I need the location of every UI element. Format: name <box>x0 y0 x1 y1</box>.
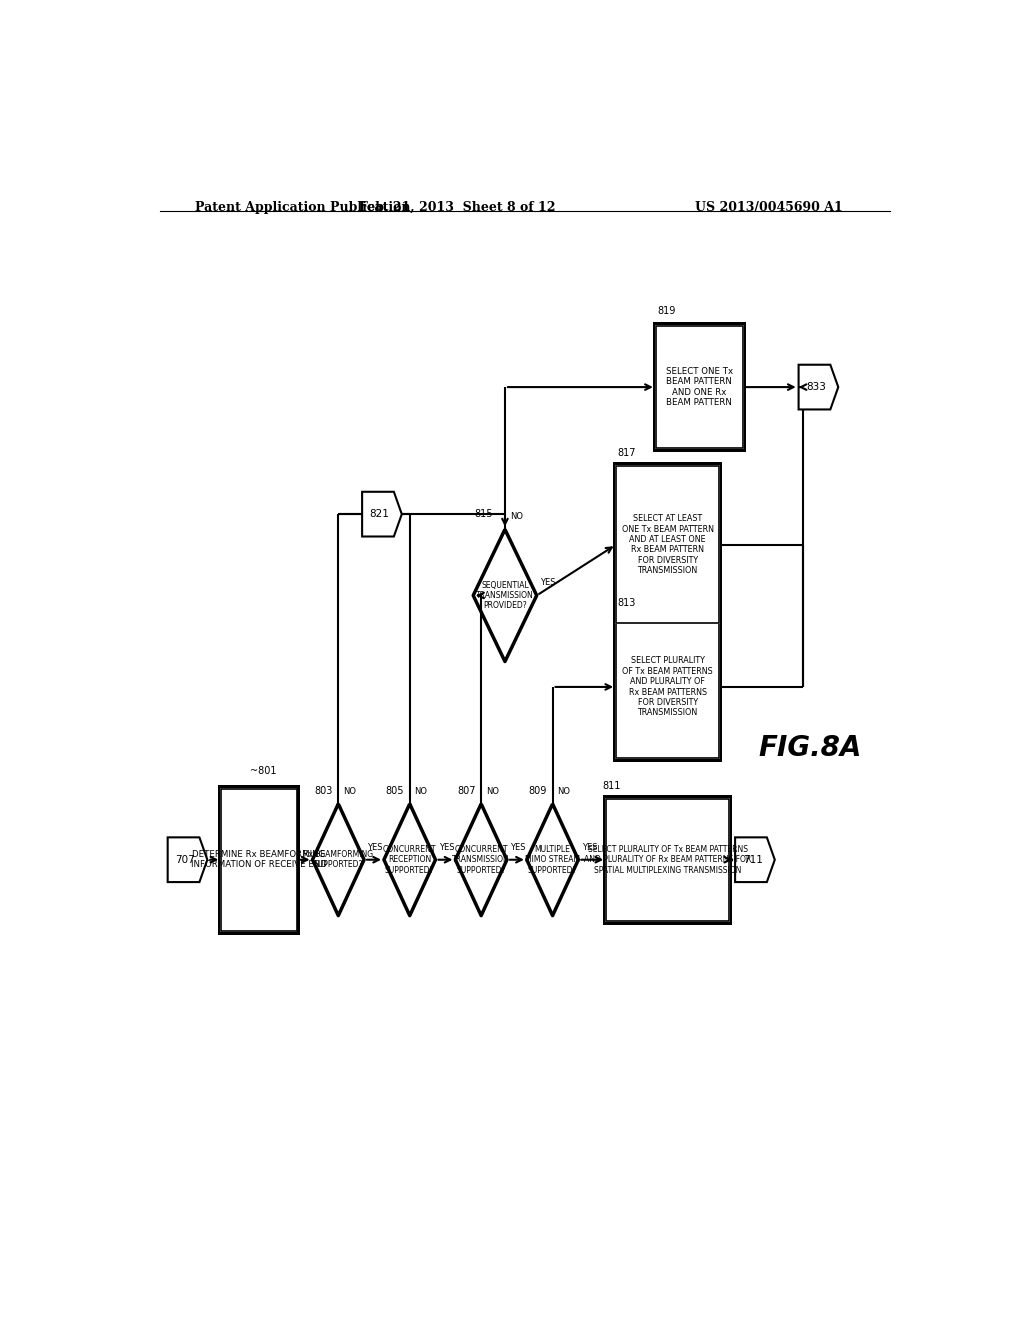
Bar <box>655 326 743 447</box>
Text: YES: YES <box>582 842 597 851</box>
Text: YES: YES <box>540 578 555 587</box>
Text: 817: 817 <box>617 447 636 458</box>
Text: MULTIPLE
MIMO STREAM
SUPPORTED?: MULTIPLE MIMO STREAM SUPPORTED? <box>525 845 581 875</box>
Text: 833: 833 <box>806 381 826 392</box>
Text: 811: 811 <box>602 780 621 791</box>
Text: FIG.8A: FIG.8A <box>759 734 862 762</box>
Text: Feb. 21, 2013  Sheet 8 of 12: Feb. 21, 2013 Sheet 8 of 12 <box>359 201 556 214</box>
Bar <box>221 788 297 931</box>
Text: SELECT ONE Tx
BEAM PATTERN
AND ONE Rx
BEAM PATTERN: SELECT ONE Tx BEAM PATTERN AND ONE Rx BE… <box>666 367 733 407</box>
Text: NO: NO <box>557 787 570 796</box>
Text: NO: NO <box>343 787 356 796</box>
Bar <box>218 784 300 935</box>
Text: ~801: ~801 <box>250 767 276 776</box>
Bar <box>652 322 746 453</box>
Text: 807: 807 <box>457 785 475 796</box>
Text: CONCURRENT
RECEPTION
SUPPORTED?: CONCURRENT RECEPTION SUPPORTED? <box>383 845 436 875</box>
Polygon shape <box>362 492 401 536</box>
Text: SELECT PLURALITY OF Tx BEAM PATTERNS
AND PLURALITY OF Rx BEAM PATTERNS FOR
SPATI: SELECT PLURALITY OF Tx BEAM PATTERNS AND… <box>584 845 752 875</box>
Text: US 2013/0045690 A1: US 2013/0045690 A1 <box>695 201 843 214</box>
Text: NO: NO <box>510 512 522 521</box>
Text: 805: 805 <box>385 785 404 796</box>
Polygon shape <box>735 837 775 882</box>
Polygon shape <box>168 837 207 882</box>
Text: DETERMINE Rx BEAMFORMING
INFORMATION OF RECEIVE END: DETERMINE Rx BEAMFORMING INFORMATION OF … <box>190 850 327 870</box>
Text: 803: 803 <box>314 785 333 796</box>
Bar <box>615 615 720 759</box>
Text: CONCURRENT
TRANSMISSION
SUPPORTED?: CONCURRENT TRANSMISSION SUPPORTED? <box>453 845 510 875</box>
Text: SELECT PLURALITY
OF Tx BEAM PATTERNS
AND PLURALITY OF
Rx BEAM PATTERNS
FOR DIVER: SELECT PLURALITY OF Tx BEAM PATTERNS AND… <box>623 656 713 718</box>
Text: 821: 821 <box>370 510 389 519</box>
Bar <box>603 795 732 925</box>
Text: YES: YES <box>510 842 525 851</box>
Bar <box>220 788 297 932</box>
Bar <box>616 615 719 758</box>
Bar <box>655 325 743 449</box>
Bar <box>613 462 722 627</box>
Text: 819: 819 <box>657 306 676 315</box>
Bar <box>613 611 722 762</box>
Text: Rx BEAMFORMING
SUPPORTED?: Rx BEAMFORMING SUPPORTED? <box>303 850 374 870</box>
Text: 711: 711 <box>742 855 763 865</box>
Text: 815: 815 <box>475 510 494 519</box>
Text: 813: 813 <box>617 598 636 607</box>
Text: NO: NO <box>486 787 499 796</box>
Bar <box>606 799 729 921</box>
Text: YES: YES <box>438 842 455 851</box>
Bar <box>615 465 720 624</box>
Text: 809: 809 <box>528 785 547 796</box>
Text: 707: 707 <box>175 855 195 865</box>
Bar <box>616 466 719 623</box>
Bar <box>605 797 730 921</box>
Polygon shape <box>799 364 839 409</box>
Text: YES: YES <box>368 842 383 851</box>
Text: SEQUENTIAL
TRANSMISSION
PROVIDED?: SEQUENTIAL TRANSMISSION PROVIDED? <box>476 581 534 610</box>
Text: Patent Application Publication: Patent Application Publication <box>196 201 411 214</box>
Text: SELECT AT LEAST
ONE Tx BEAM PATTERN
AND AT LEAST ONE
Rx BEAM PATTERN
FOR DIVERSI: SELECT AT LEAST ONE Tx BEAM PATTERN AND … <box>622 513 714 576</box>
Text: NO: NO <box>415 787 427 796</box>
